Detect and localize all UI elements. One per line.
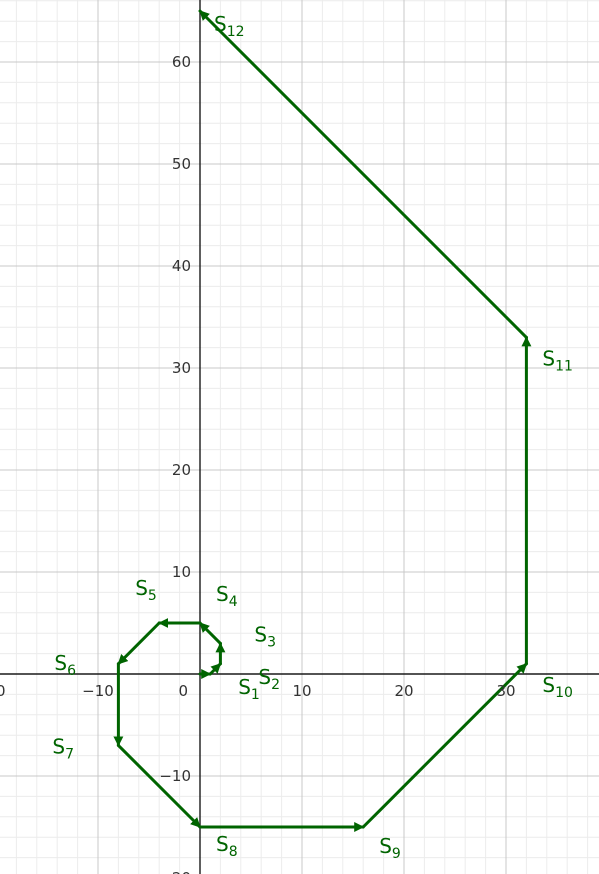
y-tick-label: 60 [172, 53, 191, 71]
x-tick-label: 10 [292, 682, 311, 700]
segment-label: S3 [254, 622, 276, 650]
segment-label: S4 [216, 582, 238, 610]
y-tick-label: −10 [159, 767, 191, 785]
x-tick-label: 20 [0, 682, 6, 700]
segment-label: S6 [54, 651, 76, 679]
y-tick-label: 40 [172, 257, 191, 275]
segment-label: S10 [542, 673, 573, 701]
x-tick-label: 20 [394, 682, 413, 700]
segment-label: S12 [214, 12, 245, 40]
origin-label: 0 [178, 682, 188, 700]
segment-label: S8 [216, 832, 238, 860]
y-tick-label: 30 [172, 359, 191, 377]
segment-label: S1 [238, 675, 260, 703]
vector-segments [113, 9, 532, 832]
tick-labels: 20 −10 10 20 30 20 −10 10 20 30 40 50 60 0 [0, 53, 516, 874]
vector-segment [198, 621, 222, 645]
vector-segment [208, 662, 222, 676]
y-tick-label: 20 [172, 461, 191, 479]
segment-label: S9 [379, 834, 401, 862]
vector-segment [198, 9, 528, 339]
segment-label: S5 [135, 576, 157, 604]
vector-segment [116, 621, 161, 666]
y-tick-label: 10 [172, 563, 191, 581]
segment-label: S2 [258, 665, 280, 693]
y-tick-label: 50 [172, 155, 191, 173]
y-tick-label: 20 [172, 869, 191, 874]
x-tick-label: −10 [82, 682, 114, 700]
segment-label: S7 [52, 734, 74, 762]
vector-segment [116, 743, 202, 829]
vector-segment [361, 662, 528, 829]
segment-label: S11 [542, 346, 573, 374]
x-tick-label: 30 [496, 682, 515, 700]
